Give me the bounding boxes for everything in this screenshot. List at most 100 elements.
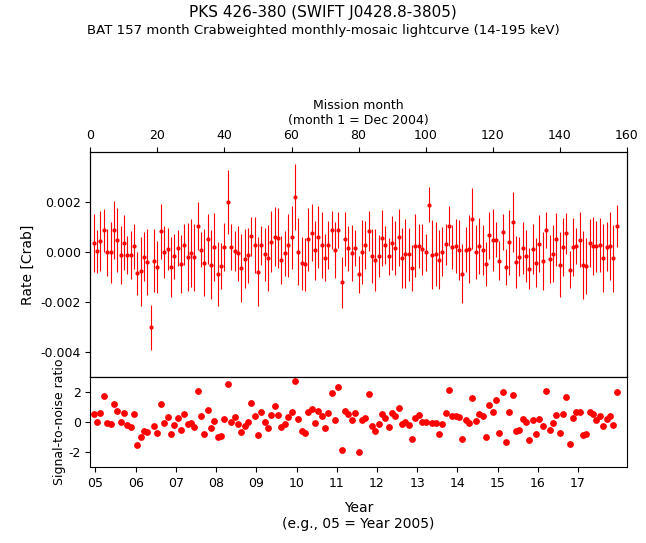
Point [320, 424, 330, 432]
Point [289, 376, 300, 385]
Point [122, 421, 132, 430]
Point [172, 414, 183, 422]
Point [333, 383, 344, 392]
Point [129, 409, 139, 418]
Point [263, 423, 273, 432]
Point [598, 422, 609, 431]
Point [467, 394, 477, 402]
Point [511, 427, 521, 435]
Point [548, 419, 558, 427]
Point [182, 419, 193, 428]
Point [156, 400, 166, 409]
Point [89, 409, 99, 418]
Point [236, 427, 246, 436]
Point [417, 418, 428, 426]
Point [169, 420, 180, 429]
Point [327, 389, 337, 397]
Point [551, 411, 561, 419]
Point [427, 419, 437, 428]
Point [213, 433, 223, 441]
Point [256, 408, 267, 416]
Point [353, 448, 364, 457]
Point [380, 413, 390, 422]
Point [330, 416, 340, 425]
Point [390, 412, 401, 421]
Point [125, 422, 136, 431]
Point [373, 420, 384, 428]
Point [477, 412, 488, 421]
Point [525, 436, 535, 445]
Point [410, 413, 421, 422]
Point [260, 417, 270, 426]
Point [611, 388, 621, 397]
Point [109, 400, 119, 408]
Point [370, 427, 380, 435]
Point [139, 426, 149, 435]
Point [193, 387, 203, 396]
Point [444, 386, 454, 395]
Point [514, 426, 525, 434]
Point [565, 440, 575, 449]
Point [249, 411, 260, 420]
Point [393, 403, 404, 412]
Point [162, 413, 172, 422]
Point [199, 430, 209, 438]
Point [357, 415, 367, 424]
Point [347, 416, 357, 425]
Point [276, 422, 287, 431]
Point [159, 419, 169, 427]
Point [165, 430, 176, 439]
Point [283, 413, 293, 421]
Point [152, 428, 163, 437]
Point [528, 415, 538, 424]
Point [605, 412, 615, 421]
Point [92, 418, 102, 427]
Point [557, 410, 568, 419]
Point [367, 422, 377, 431]
Y-axis label: Rate [Crab]: Rate [Crab] [21, 224, 35, 305]
Point [441, 409, 451, 418]
Point [387, 408, 397, 417]
Point [209, 416, 220, 425]
Point [571, 408, 581, 416]
Point [300, 428, 310, 437]
Point [497, 387, 508, 396]
Point [360, 414, 370, 422]
Point [176, 426, 186, 434]
Point [179, 409, 189, 418]
Point [531, 429, 541, 438]
Point [266, 411, 276, 420]
Point [119, 408, 129, 417]
Point [487, 408, 497, 416]
Point [578, 431, 589, 439]
Point [501, 438, 511, 446]
Point [246, 399, 256, 407]
Point [588, 410, 598, 419]
Point [437, 419, 448, 428]
Point [541, 386, 551, 395]
Point [310, 418, 320, 427]
Point [306, 405, 317, 413]
Point [303, 408, 313, 416]
Point [243, 418, 253, 426]
Point [594, 412, 605, 420]
Point [350, 408, 360, 417]
Point [223, 380, 233, 388]
Point [99, 392, 109, 400]
Point [226, 418, 236, 426]
Point [481, 433, 491, 442]
Point [608, 421, 618, 430]
Point [461, 416, 471, 425]
Point [293, 415, 304, 424]
Point [413, 411, 424, 419]
Point [189, 422, 200, 431]
Point [229, 412, 240, 421]
Point [407, 434, 417, 443]
Point [116, 417, 126, 426]
Point [504, 408, 514, 416]
Point [96, 408, 106, 417]
Point [142, 428, 152, 437]
Point [517, 415, 528, 424]
Point [554, 428, 565, 437]
Point [494, 428, 505, 437]
